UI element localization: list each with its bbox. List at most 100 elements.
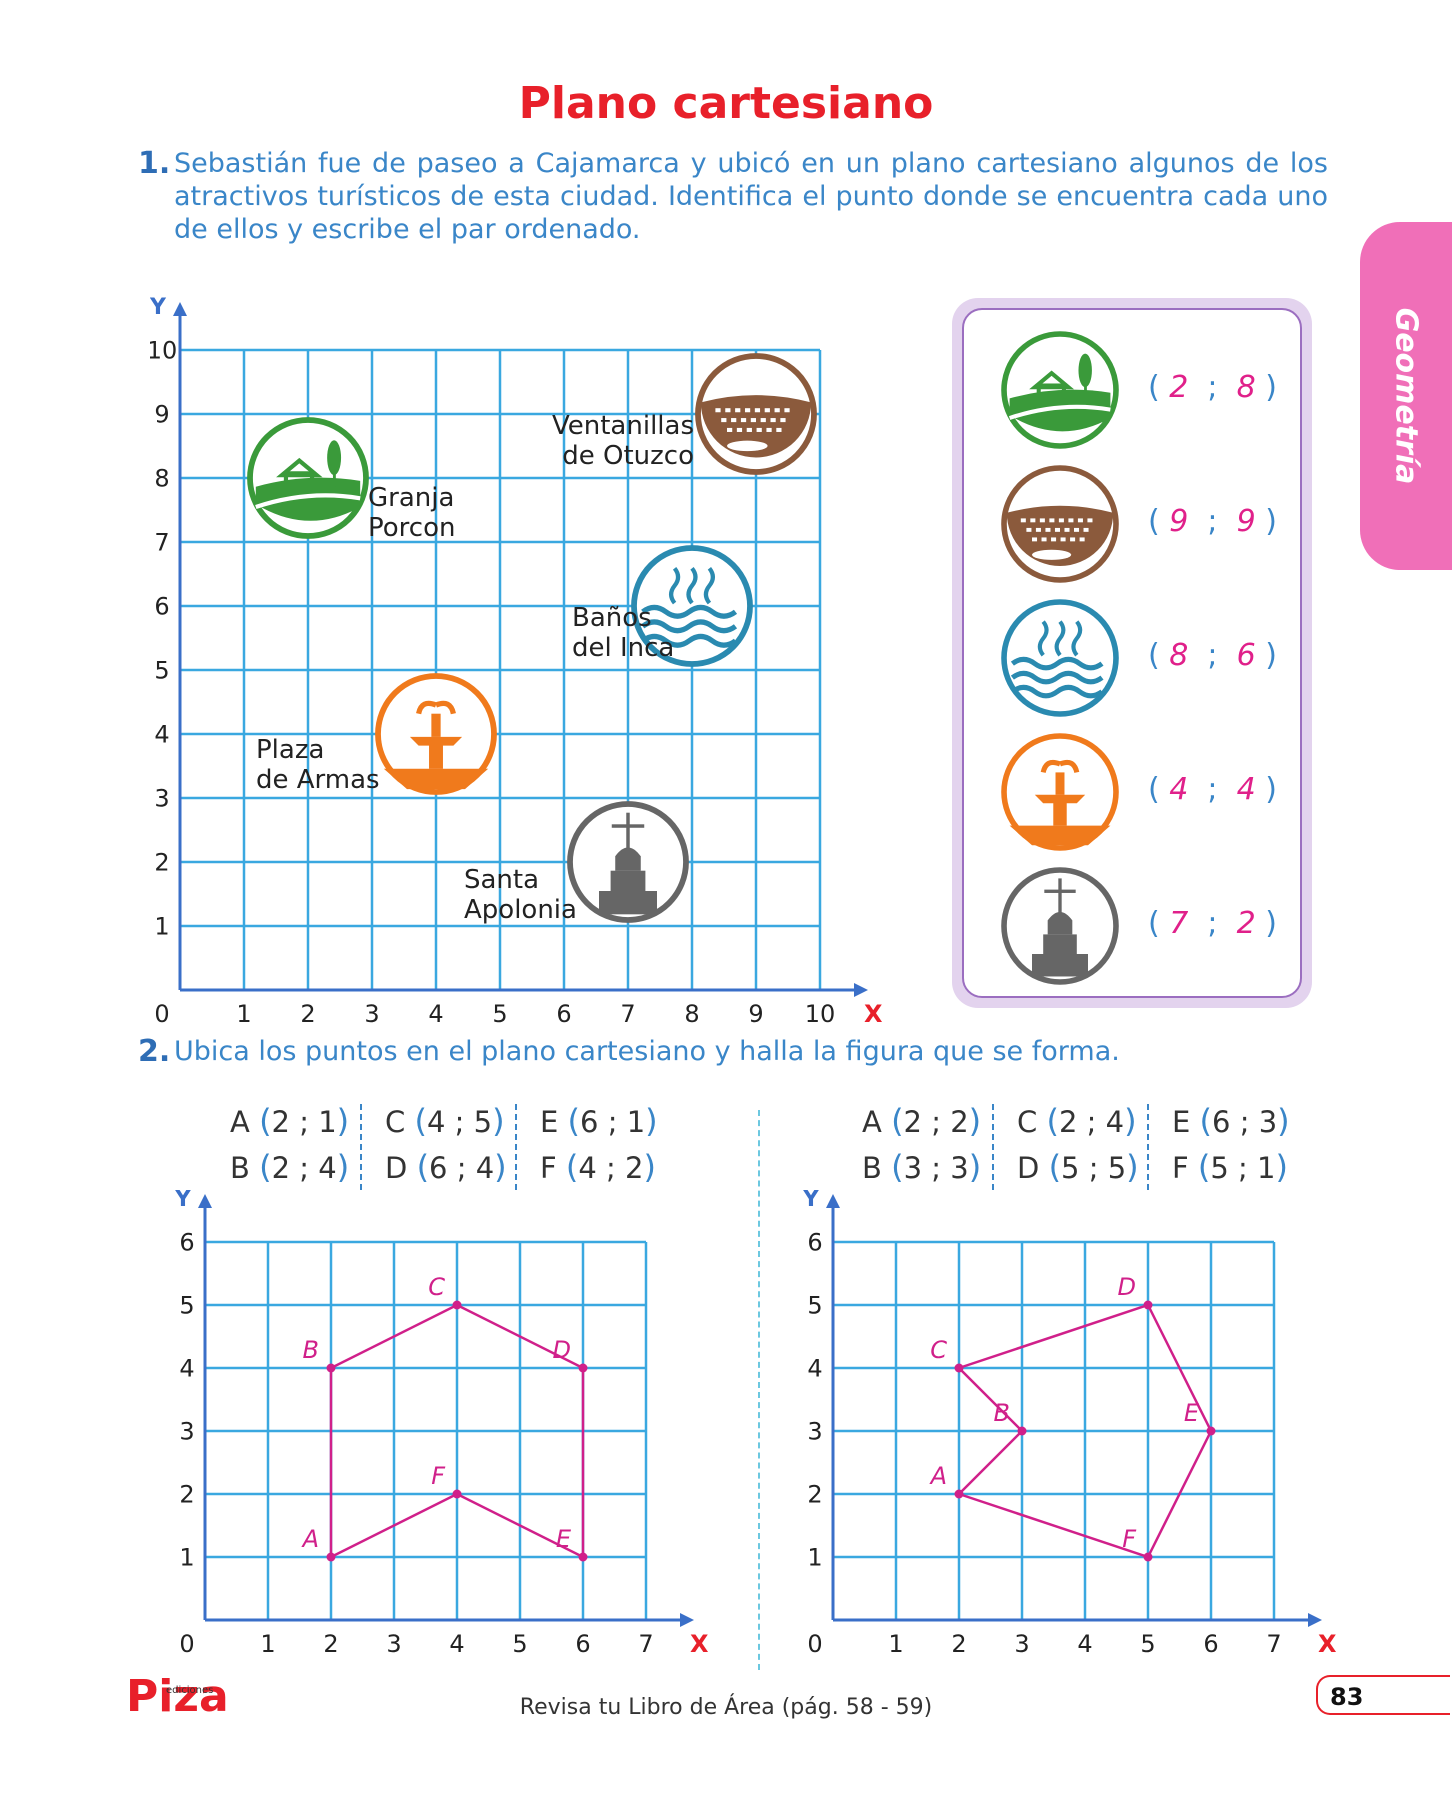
plane3-point-E: [1206, 1426, 1216, 1436]
section-tab-label: Geometría: [1388, 307, 1424, 485]
answer-y: 9: [1236, 504, 1256, 539]
logo-text: Piza: [126, 1671, 229, 1722]
plane2-grid: 0 1 2 3 4 5 6 7 1 2 3 4 5 6 X Y: [174, 1190, 709, 1658]
plane3-point-label: F: [1122, 1525, 1137, 1553]
plane1-y-tick: 3: [154, 784, 169, 812]
question-2-text: Ubica los puntos en el plano cartesiano …: [174, 1036, 1120, 1067]
question-1-number: 1.: [138, 146, 171, 181]
plane1-x-tick: 6: [556, 1000, 571, 1028]
plane3-y-tick: 6: [807, 1228, 822, 1256]
point-name: C: [385, 1105, 406, 1139]
plane3-point-F: [1143, 1552, 1153, 1562]
answer-pair: ( 4 ; 4 ): [1148, 772, 1277, 807]
figure-plane-left: 0 1 2 3 4 5 6 7 1 2 3 4 5 6 X Y A B C D E F: [174, 1190, 709, 1658]
plane2-x-tick: 2: [323, 1630, 338, 1658]
ventanillas-icon: [1001, 465, 1119, 583]
coordinate-separator: [992, 1104, 994, 1190]
point-name: D: [1017, 1151, 1040, 1185]
question-2: 2. Ubica los puntos en el plano cartesia…: [138, 1035, 1328, 1068]
plane3-y-tick: 1: [807, 1543, 822, 1571]
answer-icons: [1001, 331, 1119, 985]
answer-pair: ( 9 ; 9 ): [1148, 504, 1277, 539]
point-name: C: [1017, 1105, 1038, 1139]
plane3-x-arrow-icon: [1308, 1613, 1322, 1627]
plane1-y-arrow-icon: [173, 302, 187, 316]
place-label-line-2: de Otuzco: [562, 441, 694, 471]
plane3-point-D: [1143, 1300, 1153, 1310]
point-name: D: [385, 1151, 408, 1185]
coordinate-item: D (5 ; 5): [1017, 1148, 1139, 1186]
figure-plane-right: 0 1 2 3 4 5 6 7 1 2 3 4 5 6 X Y A B C D E F: [802, 1190, 1337, 1658]
point-name: E: [540, 1105, 559, 1139]
plane1-y-tick: 6: [154, 592, 169, 620]
page-number: 83: [1316, 1675, 1450, 1715]
plane2-x-axis-label: X: [690, 1630, 709, 1658]
coordinate-item: C (4 ; 5): [385, 1102, 505, 1140]
plane1-x-tick: 9: [748, 1000, 763, 1028]
answer-pair: ( 2 ; 8 ): [1148, 370, 1277, 405]
plane3-point-C: [954, 1363, 964, 1373]
plane3-x-tick: 5: [1140, 1630, 1155, 1658]
plane1-origin-label: 0: [154, 1000, 169, 1028]
plane3-x-tick: 3: [1014, 1630, 1029, 1658]
plane2-point-label: E: [556, 1525, 572, 1553]
plane2-point-A: [326, 1552, 336, 1562]
point-name: F: [540, 1151, 557, 1185]
plane1-x-tick: 7: [620, 1000, 635, 1028]
page-title: Plano cartesiano: [518, 78, 934, 129]
plane3-x-tick: 1: [888, 1630, 903, 1658]
plane3-point-label: C: [930, 1336, 947, 1364]
plane2-point-label: B: [303, 1336, 319, 1364]
plane3-y-tick: 3: [807, 1417, 822, 1445]
church-icon: [1001, 867, 1119, 985]
plane1-x-tick: 10: [805, 1000, 836, 1028]
question-1: 1. Sebastián fue de paseo a Cajamarca y …: [138, 147, 1328, 246]
place-label-line-1: Baños: [572, 603, 652, 633]
question-2-number: 2.: [138, 1034, 171, 1069]
plane2-point-label: C: [428, 1273, 445, 1301]
center-divider: [758, 1110, 760, 1670]
ventanillas-icon: [695, 353, 817, 475]
plane1-y-tick: 7: [154, 528, 169, 556]
plane3-y-arrow-icon: [826, 1194, 840, 1208]
hot-springs-icon: [1001, 599, 1119, 717]
plane3-point-label: A: [929, 1462, 947, 1490]
plane3-origin-label: 0: [807, 1630, 822, 1658]
plane1-x-arrow-icon: [854, 983, 868, 997]
plane3-point-label: E: [1184, 1399, 1200, 1427]
plane2-x-tick: 5: [512, 1630, 527, 1658]
plane2-y-axis-label: Y: [174, 1190, 192, 1212]
plane2-x-tick: 3: [386, 1630, 401, 1658]
plane2-point-E: [578, 1552, 588, 1562]
plane1-y-tick: 9: [154, 400, 169, 428]
plane3-point-label: D: [1118, 1273, 1136, 1301]
coordinate-separator: [360, 1104, 362, 1190]
plane2-point-label: F: [431, 1462, 446, 1490]
answer-x: 7: [1169, 906, 1189, 941]
point-name: B: [230, 1151, 250, 1185]
coordinate-item: A (2 ; 2): [862, 1102, 982, 1140]
point-name: A: [230, 1105, 250, 1139]
coordinate-item: E (6 ; 3): [1172, 1102, 1290, 1140]
place-label-line-2: Porcon: [368, 513, 455, 543]
plane2-point-label: D: [553, 1336, 571, 1364]
coordinate-item: D (6 ; 4): [385, 1148, 507, 1186]
plane2-origin-label: 0: [179, 1630, 194, 1658]
answer-x: 4: [1169, 772, 1189, 807]
church-icon: [567, 801, 689, 923]
plane3-point-A: [954, 1489, 964, 1499]
plane1-y-tick: 4: [154, 720, 169, 748]
hot-springs-icon: [631, 545, 753, 667]
plane2-point-D: [578, 1363, 588, 1373]
answer-pair: ( 7 ; 2 ): [1148, 906, 1277, 941]
plane3-x-tick: 4: [1077, 1630, 1092, 1658]
footer-note: Revisa tu Libro de Área (pág. 58 - 59): [519, 1695, 933, 1720]
place-label-line-1: Ventanillas: [552, 411, 694, 441]
plane1-x-tick: 1: [236, 1000, 251, 1028]
plane3-y-tick: 5: [807, 1291, 822, 1319]
plane3-x-tick: 2: [951, 1630, 966, 1658]
plane2-y-tick: 5: [179, 1291, 194, 1319]
plane2-y-tick: 6: [179, 1228, 194, 1256]
plane1-y-tick: 2: [154, 848, 169, 876]
